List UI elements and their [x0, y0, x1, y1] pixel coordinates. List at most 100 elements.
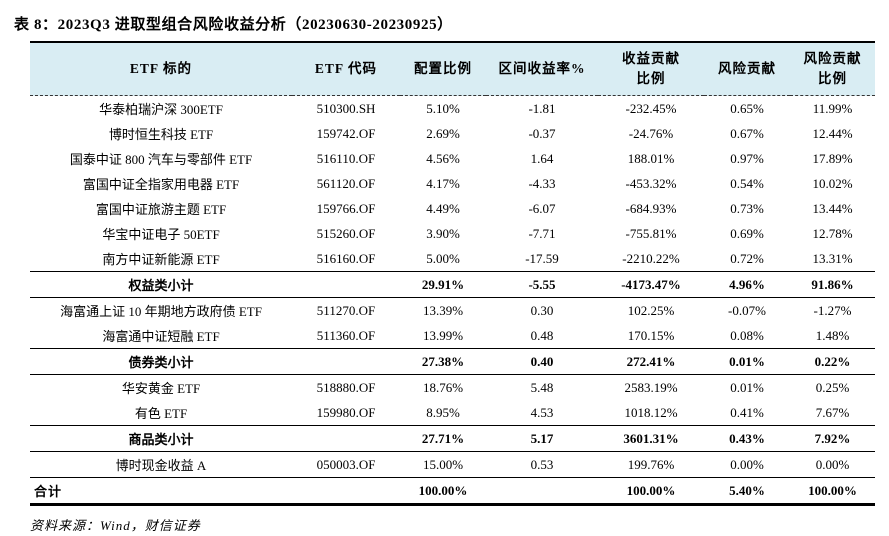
total-label: 合计 [34, 484, 63, 499]
subtotal-row-bond: 债券类小计 27.38% 0.40 272.41% 0.01% 0.22% [30, 348, 875, 375]
risk-contribution-cell: 0.43% [729, 430, 765, 446]
risk-contribution-cell: -0.07% [728, 302, 766, 318]
etf-code-cell: 159980.OF [316, 404, 376, 420]
interval-return-cell: -4.33 [528, 175, 556, 191]
etf-code-cell: 516110.OF [316, 150, 376, 166]
return-contribution-cell: -453.32% [625, 175, 677, 191]
etf-name-cell: 海富通上证 10 年期地方政府债 ETF [60, 304, 262, 319]
allocation-cell: 27.38% [421, 353, 465, 369]
allocation-cell: 18.76% [422, 379, 464, 395]
subtotal-row-equity: 权益类小计 29.91% -5.55 -4173.47% 4.96% 91.86… [30, 271, 875, 298]
risk-contribution-cell: 0.41% [730, 404, 764, 420]
risk-contribution-cell: 4.96% [729, 276, 765, 292]
return-contribution-cell: 102.25% [627, 302, 675, 318]
table-row-etf: 华泰柏瑞沪深 300ETF 510300.SH 5.10% -1.81 -232… [30, 96, 875, 122]
risk-contribution-ratio-cell: 100.00% [808, 482, 857, 498]
interval-return-cell: -1.81 [528, 100, 556, 116]
allocation-cell: 5.00% [426, 250, 460, 266]
etf-name-cell: 国泰中证 800 汽车与零部件 ETF [69, 152, 253, 167]
risk-contribution-ratio-cell: 12.44% [812, 125, 853, 141]
risk-return-table: ETF 标的 ETF 代码 配置比例 区间收益率% 收益贡献 比例 风险贡献 风… [30, 41, 875, 506]
return-contribution-cell: 100.00% [626, 482, 676, 498]
return-contribution-cell: 199.76% [627, 456, 675, 472]
table-row-etf: 南方中证新能源 ETF 516160.OF 5.00% -17.59 -2210… [30, 246, 875, 272]
interval-return-cell: 5.17 [530, 430, 554, 446]
return-contribution-cell: -2210.22% [622, 250, 680, 266]
risk-contribution-ratio-cell: 91.86% [811, 276, 854, 292]
col-header-risk-contribution-line2: 比例 [818, 71, 847, 86]
risk-contribution-ratio-cell: 13.31% [812, 250, 853, 266]
interval-return-cell: 5.48 [530, 379, 554, 395]
risk-contribution-cell: 0.54% [730, 175, 764, 191]
etf-code-cell: 515260.OF [316, 225, 376, 241]
allocation-cell: 8.95% [426, 404, 460, 420]
table-row-etf: 海富通中证短融 ETF 511360.OF 13.99% 0.48 170.15… [30, 323, 875, 349]
etf-name-cell: 华宝中证电子 50ETF [102, 227, 220, 242]
interval-return-cell: 1.64 [530, 150, 554, 166]
etf-name-cell: 博时现金收益 A [115, 458, 207, 473]
col-header-return-contribution-line2: 比例 [636, 71, 666, 86]
etf-code-cell [292, 426, 400, 452]
etf-name-cell: 南方中证新能源 ETF [102, 252, 220, 267]
col-header-return-contribution-line1: 收益贡献 [622, 51, 680, 67]
table-row-etf: 富国中证全指家用电器 ETF 561120.OF 4.17% -4.33 -45… [30, 171, 875, 196]
etf-name-cell: 富国中证旅游主题 ETF [95, 202, 227, 217]
risk-contribution-ratio-cell: 7.67% [815, 404, 850, 420]
etf-code-cell: 511360.OF [316, 327, 376, 343]
risk-contribution-ratio-cell: 10.02% [812, 175, 853, 191]
etf-name-cell: 有色 ETF [134, 406, 188, 421]
return-contribution-cell: 188.01% [627, 150, 675, 166]
risk-contribution-cell: 5.40% [729, 482, 765, 498]
risk-contribution-cell: 0.01% [730, 379, 764, 395]
col-header-risk-contribution-ratio: 风险贡献 比例 [790, 42, 875, 96]
interval-return-cell: -7.71 [528, 225, 556, 241]
table-row-etf: 国泰中证 800 汽车与零部件 ETF 516110.OF 4.56% 1.64… [30, 146, 875, 171]
return-contribution-cell: -4173.47% [621, 276, 681, 292]
table-row-etf: 博时现金收益 A 050003.OF 15.00% 0.53 199.76% 0… [30, 452, 875, 478]
risk-contribution-ratio-cell: 17.89% [812, 150, 853, 166]
etf-name-cell: 博时恒生科技 ETF [108, 127, 214, 142]
etf-code-cell: 159766.OF [316, 200, 376, 216]
etf-code-cell: 510300.SH [316, 100, 376, 116]
col-header-risk-contribution-line1: 风险贡献 [803, 51, 862, 67]
interval-return-cell: -17.59 [525, 250, 559, 266]
etf-name-cell: 海富通中证短融 ETF [102, 329, 220, 344]
interval-return-cell [486, 478, 598, 505]
return-contribution-cell: -684.93% [625, 200, 677, 216]
table-row-etf: 华安黄金 ETF 518880.OF 18.76% 5.48 2583.19% … [30, 375, 875, 401]
source-note: 资料来源：Wind，财信证券 [30, 518, 201, 533]
risk-contribution-ratio-cell: 1.48% [815, 327, 850, 343]
header-row: ETF 标的 ETF 代码 配置比例 区间收益率% 收益贡献 比例 风险贡献 风… [30, 42, 875, 96]
etf-code-cell [292, 349, 400, 375]
table-row-etf: 博时恒生科技 ETF 159742.OF 2.69% -0.37 -24.76%… [30, 121, 875, 146]
risk-contribution-cell: 0.65% [730, 100, 764, 116]
allocation-cell: 15.00% [422, 456, 464, 472]
allocation-cell: 3.90% [426, 225, 460, 241]
total-row: 合计 100.00% 100.00% 5.40% 100.00% [30, 477, 875, 505]
etf-name-cell: 华安黄金 ETF [121, 381, 201, 396]
col-header-etf-name: ETF 标的 [129, 61, 193, 77]
risk-contribution-ratio-cell: 12.78% [812, 225, 853, 241]
risk-contribution-ratio-cell: 0.22% [814, 353, 851, 369]
allocation-cell: 2.69% [426, 125, 460, 141]
etf-code-cell [292, 272, 400, 298]
table-title: 表 8：2023Q3 进取型组合风险收益分析（20230630-20230925… [14, 17, 453, 33]
return-contribution-cell: 272.41% [626, 353, 676, 369]
table-row-etf: 有色 ETF 159980.OF 8.95% 4.53 1018.12% 0.4… [30, 400, 875, 426]
interval-return-cell: -5.55 [528, 276, 556, 292]
etf-code-cell [292, 478, 400, 505]
allocation-cell: 4.49% [426, 200, 460, 216]
risk-contribution-cell: 0.72% [730, 250, 764, 266]
allocation-cell: 4.17% [426, 175, 460, 191]
etf-code-cell: 561120.OF [316, 175, 376, 191]
interval-return-cell: -6.07 [528, 200, 556, 216]
risk-contribution-cell: 0.67% [730, 125, 764, 141]
etf-code-cell: 050003.OF [316, 456, 376, 472]
risk-contribution-cell: 0.73% [730, 200, 764, 216]
return-contribution-cell: -24.76% [628, 125, 674, 141]
risk-contribution-ratio-cell: 0.25% [815, 379, 850, 395]
risk-contribution-cell: 0.97% [730, 150, 764, 166]
allocation-cell: 100.00% [418, 482, 468, 498]
etf-name-cell: 富国中证全指家用电器 ETF [82, 177, 240, 192]
